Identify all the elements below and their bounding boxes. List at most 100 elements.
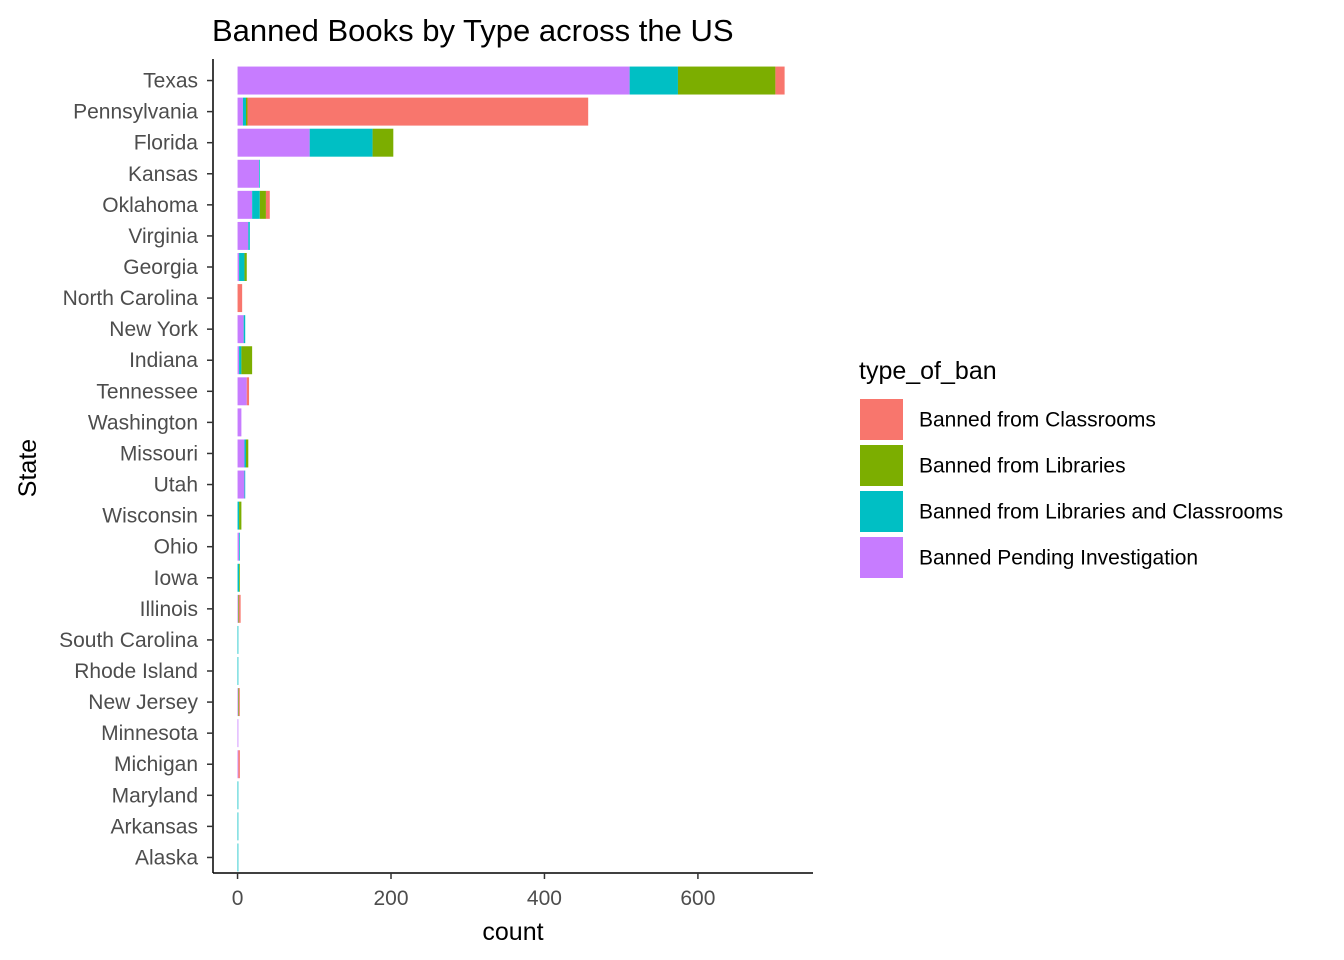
chart-title: Banned Books by Type across the US: [212, 13, 734, 48]
y-tick-label-washington: Washington: [88, 411, 198, 434]
bar-iowa-banned-from-libraries: [239, 563, 240, 592]
y-tick-label-minnesota: Minnesota: [101, 722, 198, 745]
bar-florida-banned-pending-investigation: [237, 128, 310, 157]
bar-kansas-banned-pending-investigation: [237, 159, 260, 188]
y-tick-label-utah: Utah: [154, 474, 198, 497]
bar-utah-banned-from-libraries-and-classrooms: [244, 470, 246, 499]
y-tick-label-oklahoma: Oklahoma: [102, 194, 198, 217]
bar-new-york-banned-pending-investigation: [237, 315, 244, 344]
legend-key-banned-from-libraries: [860, 445, 903, 486]
y-tick-label-arkansas: Arkansas: [110, 815, 198, 838]
bar-tennessee-banned-pending-investigation: [237, 377, 247, 406]
bar-pennsylvania-banned-from-libraries-and-classrooms: [242, 97, 246, 126]
x-tick-label: 400: [527, 887, 562, 910]
bar-new-jersey-banned-pending-investigation: [237, 688, 239, 717]
bar-rhode-island-banned-from-libraries-and-classrooms: [237, 657, 239, 685]
bar-virginia-banned-from-libraries-and-classrooms: [248, 221, 250, 250]
bar-georgia-banned-pending-investigation: [237, 253, 240, 281]
y-tick-label-ohio: Ohio: [154, 536, 198, 559]
bar-kansas-banned-from-libraries-and-classrooms: [259, 159, 260, 188]
x-tick-label: 200: [373, 887, 408, 910]
y-tick-label-florida: Florida: [134, 132, 199, 155]
bar-wisconsin-banned-from-libraries: [239, 501, 242, 530]
y-tick-label-new-jersey: New Jersey: [88, 691, 198, 714]
y-tick-label-rhode-island: Rhode Island: [74, 660, 198, 683]
bar-pennsylvania-banned-pending-investigation: [237, 97, 243, 126]
y-tick-label-georgia: Georgia: [123, 256, 198, 279]
bar-illinois-banned-from-classrooms: [239, 594, 241, 623]
bar-oklahoma-banned-from-libraries-and-classrooms: [252, 190, 260, 219]
y-axis-title: State: [14, 439, 42, 497]
bar-texas-banned-from-classrooms: [775, 66, 785, 95]
legend-label-banned-from-libraries: Banned from Libraries: [919, 455, 1126, 478]
bar-ohio-banned-pending-investigation: [237, 532, 240, 561]
bar-oklahoma-banned-pending-investigation: [237, 190, 253, 219]
bar-missouri-banned-pending-investigation: [237, 439, 245, 468]
y-tick-label-pennsylvania: Pennsylvania: [73, 101, 198, 124]
bar-pennsylvania-banned-from-classrooms: [247, 97, 589, 126]
y-tick-label-wisconsin: Wisconsin: [102, 505, 198, 528]
bar-missouri-banned-from-libraries: [245, 439, 249, 468]
x-axis: 0 200 400 600: [213, 872, 813, 910]
bar-michigan-banned-from-classrooms: [238, 750, 240, 779]
legend-label-banned-from-classrooms: Banned from Classrooms: [919, 409, 1156, 432]
y-tick-label-illinois: Illinois: [140, 598, 198, 621]
bar-iowa-banned-from-libraries-and-classrooms: [237, 563, 240, 592]
bar-florida-banned-from-libraries-and-classrooms: [309, 128, 373, 157]
y-tick-label-south-carolina: South Carolina: [59, 629, 198, 652]
bar-virginia-banned-pending-investigation: [237, 221, 249, 250]
bar-ohio-banned-from-libraries-and-classrooms: [239, 532, 240, 561]
legend-key-banned-from-libraries-and-classrooms: [860, 491, 903, 532]
y-tick-label-texas: Texas: [143, 70, 198, 93]
bar-oklahoma-banned-from-libraries: [259, 190, 266, 219]
bar-texas-banned-from-libraries-and-classrooms: [629, 66, 678, 95]
legend-title: type_of_ban: [859, 357, 997, 385]
legend-key-banned-from-classrooms: [860, 399, 903, 440]
bar-illinois-banned-pending-investigation: [237, 594, 239, 623]
bars-group: [237, 66, 785, 872]
bar-texas-banned-from-libraries: [677, 66, 776, 95]
y-tick-label-iowa: Iowa: [154, 567, 199, 590]
bar-arkansas-banned-from-libraries-and-classrooms: [237, 812, 239, 841]
y-tick-label-indiana: Indiana: [129, 349, 198, 372]
x-tick-label: 0: [232, 887, 244, 910]
y-tick-label-tennessee: Tennessee: [96, 380, 198, 403]
y-tick-label-missouri: Missouri: [120, 442, 198, 465]
bar-indiana-banned-pending-investigation: [237, 346, 240, 375]
bar-georgia-banned-from-libraries: [244, 253, 247, 281]
bar-washington-banned-pending-investigation: [237, 408, 242, 437]
bar-alaska-banned-from-libraries-and-classrooms: [237, 843, 239, 872]
legend-label-banned-from-libraries-and-classrooms: Banned from Libraries and Classrooms: [919, 501, 1283, 524]
legend-key-banned-pending-investigation: [860, 537, 903, 578]
bar-michigan-banned-pending-investigation: [237, 750, 239, 779]
bar-new-jersey-banned-from-libraries: [238, 688, 240, 717]
bar-florida-banned-from-libraries: [372, 128, 394, 157]
legend-label-banned-pending-investigation: Banned Pending Investigation: [919, 547, 1198, 570]
y-tick-label-virginia: Virginia: [128, 225, 198, 248]
bar-new-york-banned-from-libraries-and-classrooms: [243, 315, 246, 344]
y-tick-label-north-carolina: North Carolina: [63, 287, 199, 310]
x-tick-label: 600: [680, 887, 715, 910]
bar-georgia-banned-from-libraries-and-classrooms: [239, 253, 245, 281]
bar-illinois-banned-from-libraries: [238, 594, 240, 623]
y-tick-label-alaska: Alaska: [135, 846, 198, 869]
bar-missouri-banned-from-libraries-and-classrooms: [244, 439, 246, 468]
y-tick-label-new-york: New York: [109, 318, 198, 341]
bar-pennsylvania-banned-from-libraries: [245, 97, 248, 126]
bar-oklahoma-banned-from-classrooms: [265, 190, 270, 219]
x-axis-title: count: [482, 918, 543, 946]
legend: type_of_ban Banned from Classrooms Banned…: [859, 357, 1283, 578]
bar-indiana-banned-from-libraries: [241, 346, 253, 375]
y-axis: Texas Pennsylvania Florida Kansas Oklahoma Vi…: [59, 59, 214, 873]
bar-wisconsin-banned-from-libraries-and-classrooms: [237, 501, 240, 530]
bar-new-jersey-banned-from-classrooms: [239, 688, 240, 717]
y-tick-label-michigan: Michigan: [114, 753, 198, 776]
bar-utah-banned-pending-investigation: [237, 470, 245, 499]
bar-north-carolina-banned-from-classrooms: [237, 284, 243, 313]
bar-minnesota-banned-pending-investigation: [237, 719, 239, 748]
bar-texas-banned-pending-investigation: [237, 66, 630, 95]
bar-maryland-banned-from-libraries-and-classrooms: [237, 781, 239, 810]
bar-tennessee-banned-from-classrooms: [246, 377, 250, 406]
bar-indiana-banned-from-libraries-and-classrooms: [239, 346, 242, 375]
